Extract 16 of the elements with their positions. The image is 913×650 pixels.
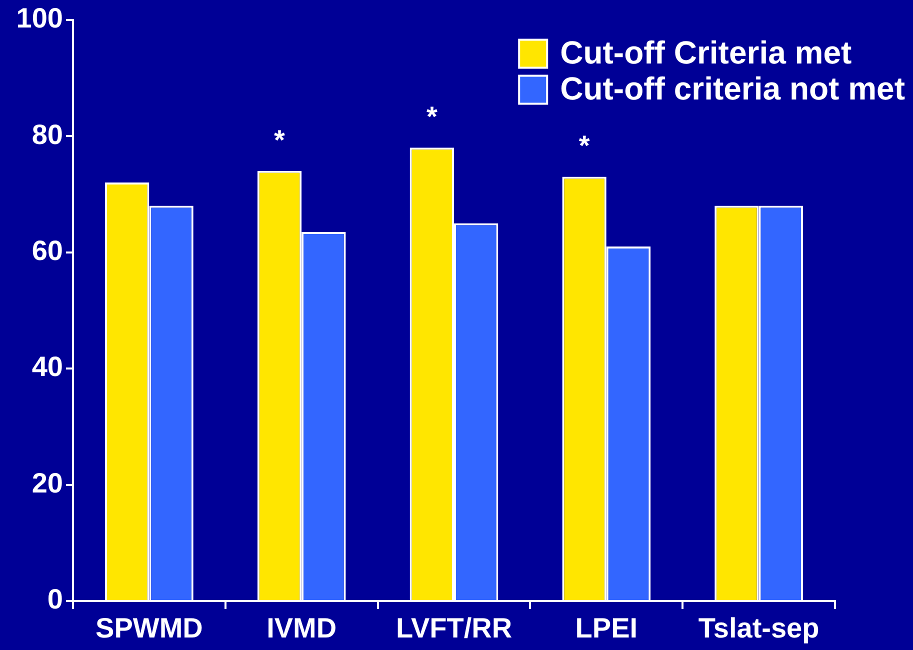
- x-tick-label: IVMD: [266, 612, 337, 644]
- annotation: *: [578, 130, 590, 162]
- x-tick-label: LPEI: [575, 612, 638, 644]
- x-tick-label: LVFT/RR: [396, 612, 512, 644]
- y-tick-label: 80: [32, 118, 63, 150]
- y-tick-label: 20: [32, 467, 63, 498]
- y-tick-label: 0: [47, 584, 63, 615]
- annotation: *: [426, 101, 438, 132]
- legend-label: Cut-off Criteria met: [560, 34, 852, 71]
- y-tick-label: 60: [32, 235, 63, 266]
- x-tick-label: SPWMD: [96, 612, 203, 644]
- x-tick-label: Tslat-sep: [698, 612, 820, 644]
- y-tick-label: 100: [16, 2, 63, 34]
- y-tick-label: 40: [32, 351, 63, 382]
- legend-label: Cut-off criteria not met: [560, 70, 906, 107]
- annotation: *: [274, 124, 286, 156]
